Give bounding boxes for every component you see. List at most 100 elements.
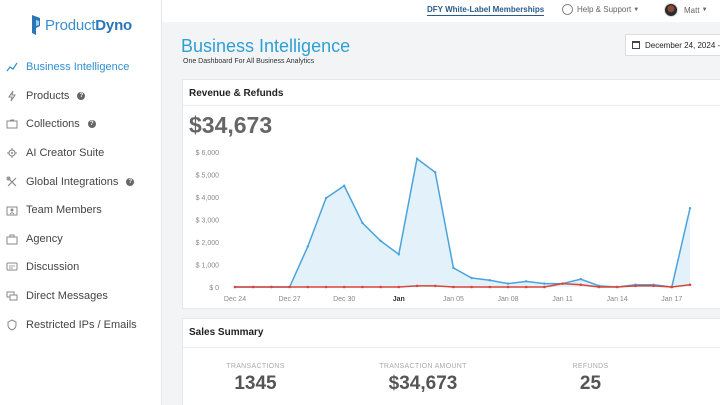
stat-transactions: TRANSACTIONS 1345: [213, 363, 298, 395]
sidebar-item-label: Discussion: [26, 261, 80, 274]
revenue-point: [525, 280, 528, 283]
folder-icon: [6, 119, 18, 129]
refund-point: [415, 284, 419, 288]
refund-point: [670, 285, 674, 289]
sidebar-item-label: Team Members: [26, 204, 102, 217]
refund-point: [470, 285, 473, 289]
stat-label: TRANSACTION AMOUNT: [379, 363, 467, 370]
date-range-value: December 24, 2024 -: [645, 40, 720, 50]
revenue-area-fill: [235, 158, 690, 287]
refund-series-line: [235, 282, 691, 288]
x-tick-label: Dec 30: [333, 296, 355, 303]
refund-point: [561, 282, 564, 285]
sidebar-item-collections[interactable]: Collections?: [0, 110, 162, 139]
help-support-menu[interactable]: Help & Support ▼: [562, 4, 639, 15]
sidebar-item-global-integrations[interactable]: Global Integrations?: [0, 167, 162, 196]
user-menu[interactable]: Matt ▼: [664, 3, 708, 17]
top-bar: DFY White-Label Memberships Help & Suppo…: [162, 0, 720, 22]
y-tick-label: $ 0: [209, 285, 219, 292]
x-tick-label: Jan 14: [607, 296, 628, 303]
team-icon: [6, 206, 18, 216]
caret-down-icon: ▼: [633, 6, 640, 13]
stat-label: REFUNDS: [572, 363, 609, 370]
help-icon[interactable]: ?: [77, 91, 86, 100]
chart-line-icon: [6, 62, 18, 72]
stat-value: 25: [579, 373, 602, 394]
x-tick-label: Jan 17: [661, 296, 682, 303]
shield-icon: [7, 319, 17, 331]
logo-icon: [32, 15, 40, 35]
y-tick-label: $ 2,000: [196, 240, 219, 247]
refund-point: [306, 285, 310, 289]
refund-point: [452, 285, 455, 289]
revenue-chart[interactable]: $ 0 $ 1,000 $ 2,000 $ 3,000 $ 4,000 $ 5,000 $ …: [183, 80, 720, 310]
x-tick-label: Jan 11: [552, 296, 573, 303]
revenue-point: [343, 184, 346, 187]
refund-point: [233, 285, 237, 289]
refund-point: [597, 285, 601, 289]
sidebar-item-direct-messages[interactable]: Direct Messages: [0, 282, 162, 311]
revenue-point: [506, 282, 510, 285]
sidebar-item-label: Collections: [26, 118, 80, 131]
revenue-point: [488, 279, 491, 282]
revenue-point: [361, 221, 364, 225]
revenue-point: [688, 207, 692, 210]
stat-label: TRANSACTIONS: [226, 363, 285, 370]
sidebar-item-label: Restricted IPs / Emails: [26, 318, 137, 331]
card-divider: [183, 347, 720, 348]
revenue-total: $34,673: [189, 112, 273, 138]
refund-point: [579, 283, 583, 287]
sidebar-item-label: AI Creator Suite: [26, 147, 105, 160]
productdyno-logo[interactable]: ProductDyno: [30, 12, 132, 38]
refund-point: [379, 285, 382, 289]
stat-transaction-amount: TRANSACTION AMOUNT $34,673: [368, 363, 478, 395]
avatar: [664, 3, 678, 17]
sidebar-item-team-members[interactable]: Team Members: [0, 196, 162, 225]
refund-point: [634, 284, 637, 288]
help-circle-icon: [562, 4, 573, 15]
revenue-point: [397, 253, 400, 256]
sidebar-item-discussion[interactable]: Discussion: [0, 253, 162, 282]
sidebar-item-restricted-ips-emails[interactable]: Restricted IPs / Emails: [0, 310, 162, 339]
sidebar-item-label: Business Intelligence: [26, 61, 130, 74]
date-range-picker[interactable]: December 24, 2024 -: [625, 34, 720, 56]
refund-point: [433, 284, 437, 288]
revenue-point: [579, 277, 582, 281]
revenue-point: [452, 266, 455, 270]
user-name: Matt: [684, 5, 700, 15]
tools-icon: [6, 176, 17, 187]
help-support-label: Help & Support: [577, 5, 632, 14]
revenue-point: [379, 239, 382, 243]
messages-icon: [6, 291, 18, 301]
stat-value: $34,673: [388, 373, 458, 394]
sidebar-item-label: Agency: [26, 232, 63, 245]
sales-summary-card: Sales Summary TRANSACTIONS 1345 TRANSACT…: [182, 318, 720, 405]
dfy-memberships-link[interactable]: DFY White-Label Memberships: [427, 5, 545, 16]
refund-point: [251, 285, 255, 289]
sidebar-item-label: Global Integrations: [26, 175, 119, 188]
sidebar-item-label: Products: [26, 89, 70, 102]
bolt-icon: [8, 90, 16, 102]
sidebar-nav: Business Intelligence Products? Collection…: [0, 53, 162, 339]
sidebar-item-products[interactable]: Products?: [0, 82, 162, 111]
refund-point: [288, 285, 291, 289]
refund-point: [488, 285, 492, 289]
refund-point: [615, 285, 619, 289]
help-icon[interactable]: ?: [87, 120, 96, 129]
sidebar-item-business-intelligence[interactable]: Business Intelligence: [0, 53, 162, 82]
refund-point: [688, 283, 692, 287]
x-tick-label: Jan 08: [497, 296, 518, 303]
stat-value: 1345: [234, 373, 277, 394]
briefcase-icon: [6, 234, 18, 245]
y-tick-label: $ 3,000: [196, 218, 219, 225]
x-tick-label: Jan 05: [443, 296, 464, 303]
refund-point: [270, 285, 273, 289]
revenue-point: [543, 282, 546, 285]
calendar-icon: [632, 41, 640, 49]
refund-point: [342, 285, 346, 289]
refund-point: [524, 285, 528, 289]
help-icon[interactable]: ?: [126, 177, 135, 186]
sidebar-item-agency[interactable]: Agency: [0, 225, 162, 254]
sidebar-item-ai-creator-suite[interactable]: AI Creator Suite: [0, 139, 162, 168]
gear-icon: [7, 148, 17, 159]
